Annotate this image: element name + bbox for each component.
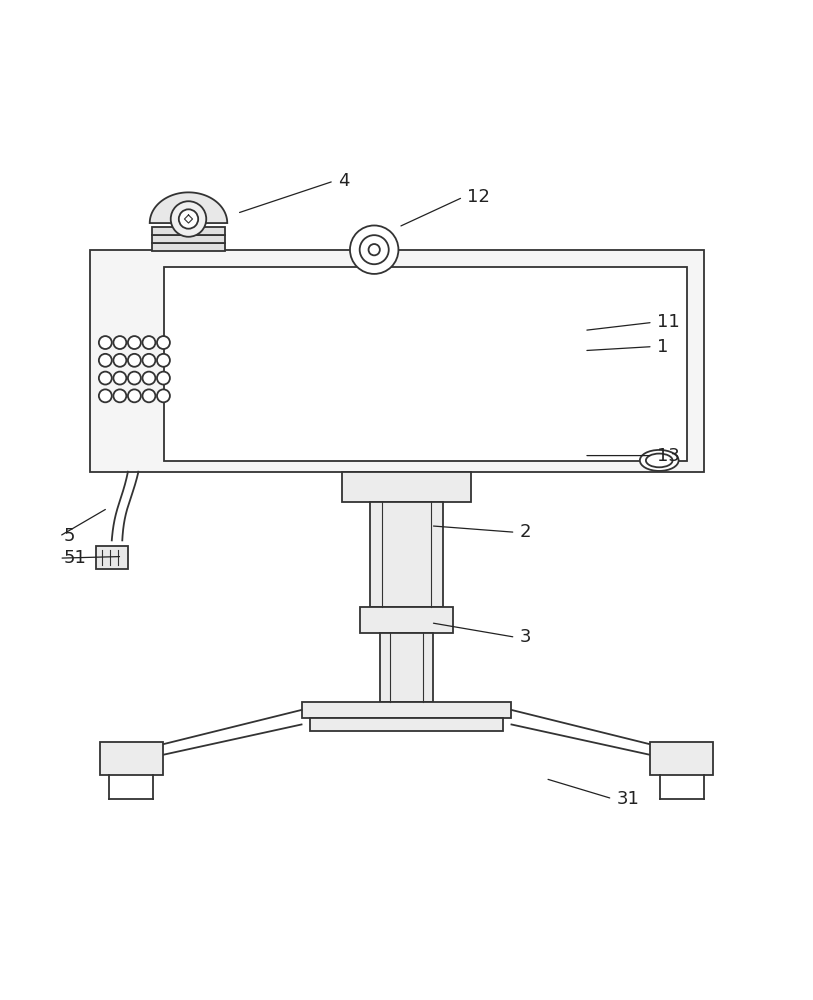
Ellipse shape xyxy=(640,450,679,471)
Circle shape xyxy=(142,372,155,385)
Circle shape xyxy=(157,389,170,402)
Text: 2: 2 xyxy=(520,523,531,541)
Bar xyxy=(302,702,511,718)
Text: 12: 12 xyxy=(467,188,490,206)
Circle shape xyxy=(368,244,380,255)
Bar xyxy=(152,235,225,243)
Text: 31: 31 xyxy=(616,790,639,808)
Circle shape xyxy=(128,354,141,367)
Circle shape xyxy=(99,336,111,349)
Text: 51: 51 xyxy=(63,549,86,567)
Circle shape xyxy=(128,389,141,402)
Circle shape xyxy=(142,354,155,367)
Circle shape xyxy=(128,372,141,385)
Bar xyxy=(342,472,471,502)
Circle shape xyxy=(113,354,126,367)
Circle shape xyxy=(142,389,155,402)
Text: 5: 5 xyxy=(63,527,75,545)
Circle shape xyxy=(99,389,111,402)
Bar xyxy=(310,718,503,731)
Bar xyxy=(100,742,163,775)
Text: 11: 11 xyxy=(657,313,680,331)
Circle shape xyxy=(128,336,141,349)
Bar xyxy=(90,250,703,472)
Circle shape xyxy=(113,336,126,349)
Bar xyxy=(152,243,225,251)
Circle shape xyxy=(113,372,126,385)
Circle shape xyxy=(142,336,155,349)
Ellipse shape xyxy=(646,454,672,467)
Circle shape xyxy=(350,225,398,274)
Text: 1: 1 xyxy=(657,338,668,356)
Circle shape xyxy=(171,201,207,237)
Circle shape xyxy=(179,209,198,229)
Text: 4: 4 xyxy=(338,172,350,190)
Bar xyxy=(380,633,433,702)
Circle shape xyxy=(157,336,170,349)
Circle shape xyxy=(359,235,389,264)
Circle shape xyxy=(157,372,170,385)
Circle shape xyxy=(157,354,170,367)
Circle shape xyxy=(99,372,111,385)
Text: 3: 3 xyxy=(520,628,531,646)
Bar xyxy=(152,227,225,235)
Bar xyxy=(360,607,453,633)
Circle shape xyxy=(113,389,126,402)
Text: 13: 13 xyxy=(657,447,680,465)
Bar xyxy=(96,546,128,569)
Bar xyxy=(650,742,713,775)
Polygon shape xyxy=(150,192,228,223)
Circle shape xyxy=(99,354,111,367)
Bar xyxy=(164,267,688,461)
Bar xyxy=(370,502,443,607)
